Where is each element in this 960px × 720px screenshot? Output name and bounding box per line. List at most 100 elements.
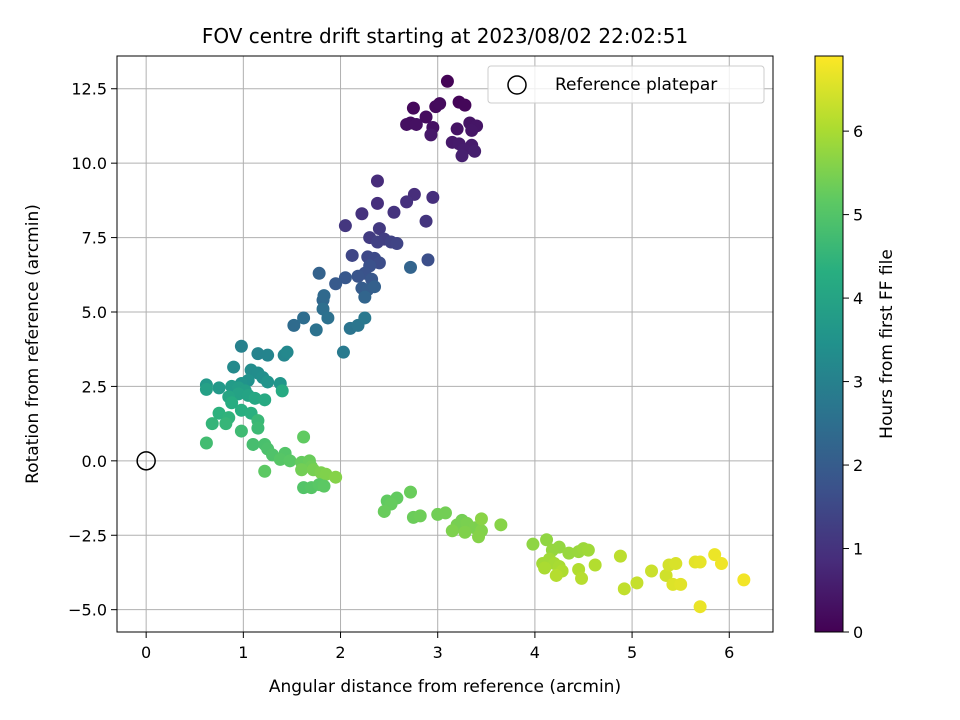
data-point	[297, 430, 311, 444]
data-point	[714, 557, 728, 571]
data-point	[450, 122, 464, 136]
data-point	[472, 530, 486, 544]
x-tick-label: 0	[141, 643, 151, 662]
data-point	[219, 417, 233, 431]
data-point	[674, 577, 688, 591]
data-point	[358, 311, 372, 325]
data-point	[297, 311, 311, 325]
data-point	[283, 454, 297, 468]
data-point	[261, 375, 275, 389]
data-point	[370, 235, 384, 249]
colorbar-tick-label: 2	[853, 456, 863, 475]
grid	[117, 56, 773, 632]
data-point	[246, 437, 260, 451]
data-point	[225, 396, 239, 410]
data-point	[390, 237, 404, 251]
data-point	[413, 509, 427, 523]
data-point	[455, 149, 469, 163]
data-point	[338, 219, 352, 233]
data-point	[659, 568, 673, 582]
data-point	[406, 101, 420, 115]
data-point	[708, 548, 722, 562]
y-tick-label: 5.0	[82, 303, 107, 322]
colorbar-tick-label: 6	[853, 122, 863, 141]
y-tick-label: 12.5	[71, 80, 107, 99]
data-point	[562, 546, 576, 560]
data-point	[549, 568, 563, 582]
data-point	[199, 382, 213, 396]
data-point	[419, 110, 433, 124]
data-point	[468, 144, 482, 158]
data-point	[403, 260, 417, 274]
data-point	[445, 524, 459, 538]
data-point	[295, 463, 309, 477]
data-point	[312, 266, 326, 280]
data-point	[351, 269, 365, 283]
x-tick-label: 2	[335, 643, 345, 662]
data-point	[329, 470, 343, 484]
data-point	[419, 214, 433, 228]
colorbar-tick-label: 0	[853, 623, 863, 642]
data-point	[329, 277, 343, 291]
data-point	[421, 253, 435, 267]
y-tick-label: 10.0	[71, 154, 107, 173]
x-tick-label: 1	[238, 643, 248, 662]
legend-box	[487, 65, 765, 104]
chart-title: FOV centre drift starting at 2023/08/02 …	[202, 24, 688, 48]
data-point	[630, 576, 644, 590]
data-point	[693, 600, 707, 614]
data-point	[338, 271, 352, 285]
data-point	[613, 549, 627, 563]
data-point	[617, 582, 631, 596]
data-point	[438, 506, 452, 520]
data-point	[345, 248, 359, 262]
legend-label: Reference platepar	[555, 75, 717, 95]
data-point	[273, 452, 287, 466]
x-axis-label: Angular distance from reference (arcmin)	[269, 677, 621, 697]
data-point	[387, 205, 401, 219]
data-point	[205, 417, 219, 431]
colorbar-tick-label: 5	[853, 206, 863, 225]
data-point	[317, 289, 331, 303]
data-point	[465, 123, 479, 137]
data-point	[212, 406, 226, 420]
colorbar-tick-label: 3	[853, 373, 863, 392]
y-tick-label: 7.5	[82, 229, 107, 248]
x-tick-label: 6	[724, 643, 734, 662]
data-point	[440, 74, 454, 88]
data-point	[234, 424, 248, 438]
data-point	[287, 318, 301, 332]
y-tick-label: 2.5	[82, 377, 107, 396]
data-point	[494, 518, 508, 532]
data-point	[538, 561, 552, 575]
data-point	[426, 190, 440, 204]
data-point	[588, 558, 602, 572]
data-point	[403, 485, 417, 499]
data-point	[199, 436, 213, 450]
data-point	[458, 98, 472, 112]
colorbar	[814, 55, 844, 633]
data-point	[275, 384, 289, 398]
colorbar-tick-label: 1	[853, 540, 863, 559]
data-point	[355, 207, 369, 221]
x-tick-label: 4	[530, 643, 540, 662]
plot-frame	[116, 55, 774, 633]
data-point	[358, 290, 372, 304]
data-point	[433, 97, 447, 111]
data-point	[317, 479, 331, 493]
data-point	[540, 533, 554, 547]
data-point	[234, 339, 248, 353]
data-point	[227, 360, 241, 374]
data-point	[645, 564, 659, 578]
data-point	[669, 557, 683, 571]
y-axis-ticks: −5.0 −2.5 0.0 2.5 5.0 7.5 10.0 12.5	[68, 80, 117, 620]
x-tick-label: 5	[627, 643, 637, 662]
data-point	[575, 571, 589, 585]
data-point	[581, 543, 595, 557]
legend: Reference platepar	[487, 65, 765, 104]
x-axis-ticks: 0 1 2 3 4 5 6	[141, 632, 734, 662]
data-point	[424, 128, 438, 142]
data-point	[458, 525, 472, 539]
x-tick-label: 3	[433, 643, 443, 662]
data-point	[474, 512, 488, 526]
